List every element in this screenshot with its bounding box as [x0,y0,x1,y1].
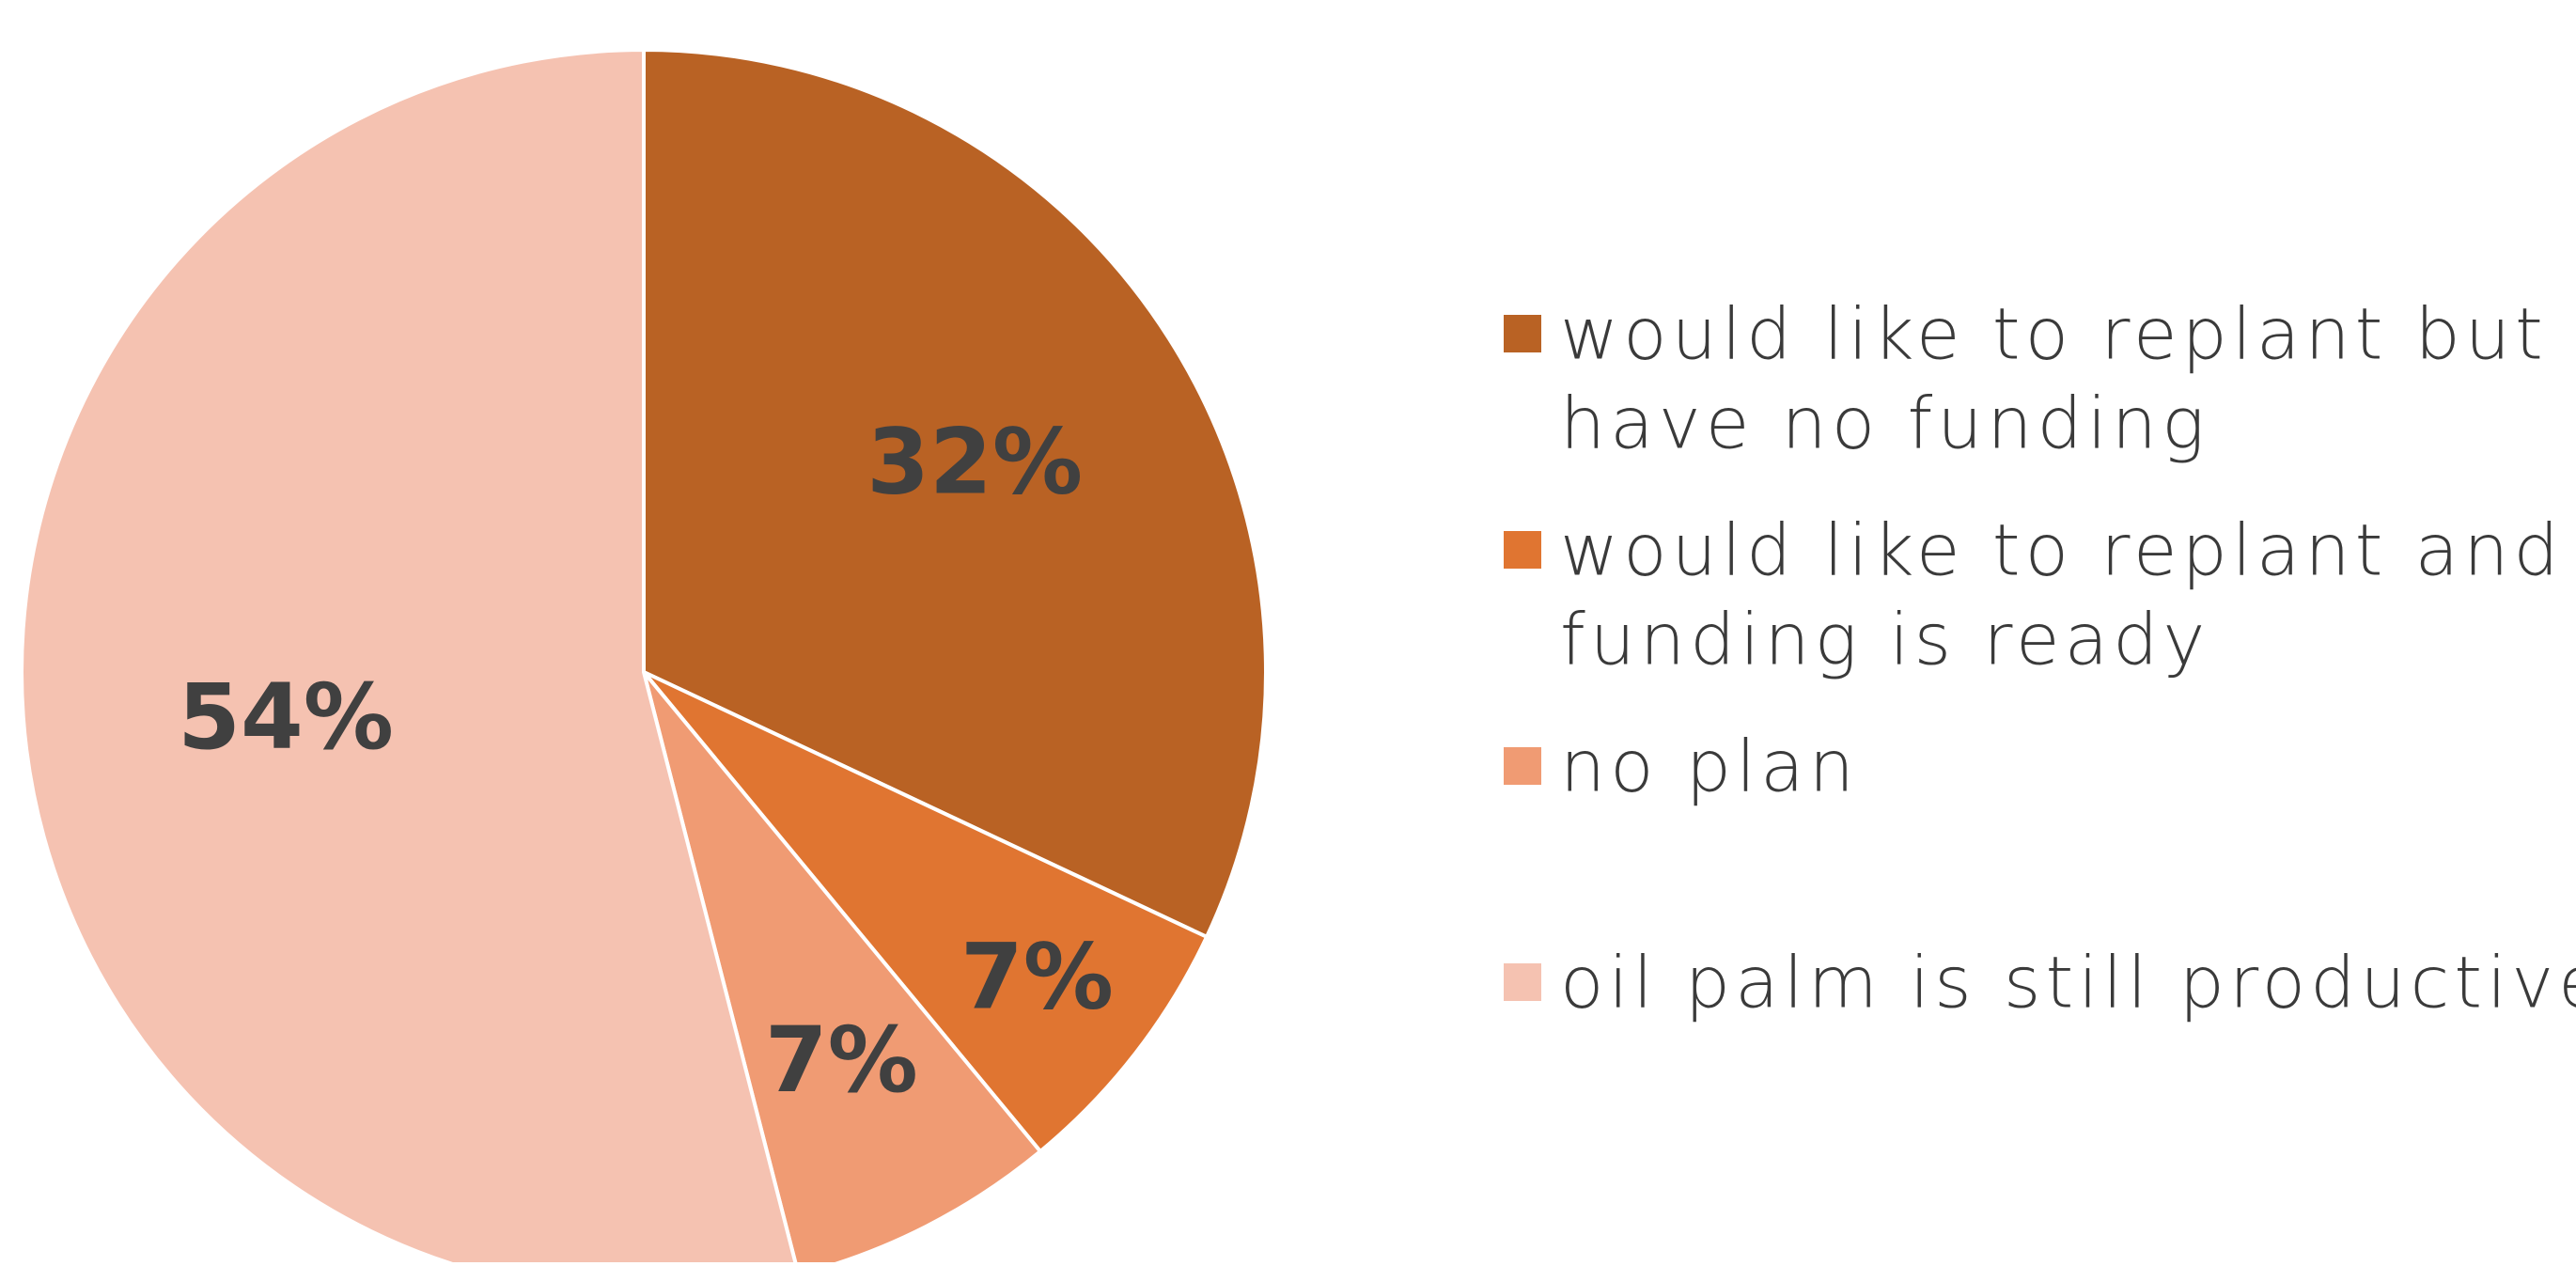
legend-swatch-2 [1504,747,1541,785]
legend-label-1-line-0: would like to replant and [1560,508,2564,592]
pie-value-labels: 32% 7% 7% 54% [178,410,1114,1113]
pie-value-label-2: 7% [765,1008,918,1113]
pie-value-label-3: 54% [178,664,394,770]
legend-label-0-line-1: have no funding [1560,382,2209,465]
pie-slice-1 [642,670,1209,1154]
legend-label-3-line-0: oil palm is still productive [1560,941,2576,1024]
pie-slices [20,48,1268,1266]
legend-label-2-line-0: no plan [1560,725,1859,808]
pie-slice-2 [642,670,1042,1266]
pie-slice-0 [642,48,1268,939]
legend-label-0-line-0: would like to replant but [1560,292,2548,376]
pie-slice-3 [20,48,799,1266]
pie-value-label-0: 32% [866,410,1083,515]
legend-label-1-line-1: funding is ready [1560,598,2209,681]
legend-swatch-1 [1504,531,1541,569]
pie-value-label-1: 7% [960,925,1114,1030]
legend-swatch-3 [1504,963,1541,1001]
legend-swatch-0 [1504,315,1541,352]
